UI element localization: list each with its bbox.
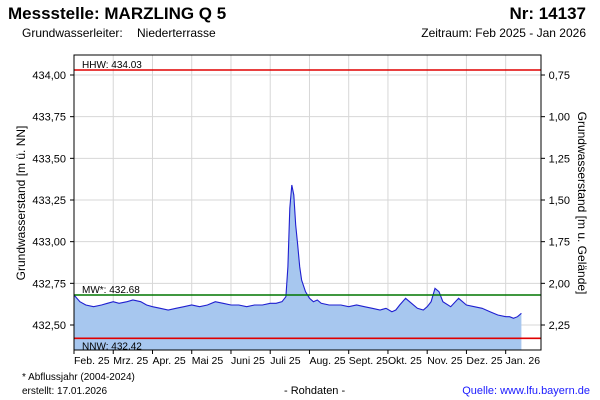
station-number: Nr: 14137 bbox=[509, 4, 586, 23]
x-axis: Feb. 25 Mrz. 25 Apr. 25 Mai 25 Juni 25 Juli 2… bbox=[73, 350, 541, 367]
x-tick-label: Juni 25 bbox=[231, 355, 265, 367]
y-right-tick-label: 2,25 bbox=[549, 320, 570, 332]
ref-label-hhw: HHW: 434.03 bbox=[82, 60, 142, 71]
source-link[interactable]: Quelle: www.lfu.bayern.de bbox=[462, 385, 590, 397]
y-right-tick-label: 1,50 bbox=[549, 195, 570, 207]
x-tick-label: Juli 25 bbox=[270, 355, 301, 367]
y-right-tick-label: 2,00 bbox=[549, 278, 570, 290]
y-axis-right: 0,75 1,00 1,25 1,50 1,75 2,00 2,25 bbox=[541, 70, 570, 332]
period-label: Zeitraum: Feb 2025 - Jan 2026 bbox=[421, 26, 586, 40]
footnote: * Abflussjahr (2004-2024) bbox=[22, 372, 135, 383]
station-title: Messstelle: MARZLING Q 5 bbox=[8, 4, 227, 23]
x-tick-label: Mai 25 bbox=[192, 355, 224, 367]
grid-lines bbox=[74, 55, 541, 350]
y-tick-label: 433,75 bbox=[32, 112, 66, 124]
x-tick-label: Okt. 25 bbox=[388, 355, 422, 367]
y-right-tick-label: 0,75 bbox=[549, 70, 570, 82]
plot-frame bbox=[73, 54, 542, 351]
ref-label-nnw: NNW: 432.42 bbox=[82, 341, 142, 352]
created-date: erstellt: 17.01.2026 bbox=[22, 386, 108, 397]
y-axis-right-label: Grundwasserstand [m u. Gelände] bbox=[575, 112, 589, 295]
y-tick-label: 432,75 bbox=[32, 278, 66, 290]
x-tick-label: Nov. 25 bbox=[427, 355, 463, 367]
x-tick-label: Jan. 26 bbox=[506, 355, 541, 367]
x-tick-label: Dez. 25 bbox=[466, 355, 502, 367]
aquifer-value: Niederterrasse bbox=[137, 26, 216, 40]
y-right-tick-label: 1,25 bbox=[549, 153, 570, 165]
y-tick-label: 432,50 bbox=[32, 320, 66, 332]
x-tick-label: Aug. 25 bbox=[309, 355, 345, 367]
y-right-tick-label: 1,75 bbox=[549, 237, 570, 249]
aquifer-label: Grundwasserleiter: bbox=[22, 26, 123, 40]
water-level-line bbox=[73, 184, 522, 319]
x-tick-label: Mrz. 25 bbox=[113, 355, 148, 367]
reference-lines: HHW: 434.03 MW*: 432.68 NNW: 432.42 bbox=[74, 60, 541, 352]
x-tick-label: Feb. 25 bbox=[74, 355, 110, 367]
y-axis-left-label: Grundwasserstand [m ü. NN] bbox=[14, 126, 28, 281]
y-tick-label: 434,00 bbox=[32, 70, 66, 82]
ref-label-mw: MW*: 432.68 bbox=[82, 285, 140, 296]
y-axis-left: 432,50 432,75 433,00 433,25 433,50 433,75 434,… bbox=[32, 70, 74, 332]
y-tick-label: 433,00 bbox=[32, 237, 66, 249]
x-tick-label: Sept. 25 bbox=[349, 355, 388, 367]
y-tick-label: 433,25 bbox=[32, 195, 66, 207]
y-right-tick-label: 1,00 bbox=[549, 112, 570, 124]
water-level-area bbox=[74, 185, 522, 350]
x-tick-label: Apr. 25 bbox=[152, 355, 185, 367]
y-tick-label: 433,50 bbox=[32, 153, 66, 165]
raw-data-note: - Rohdaten - bbox=[284, 385, 346, 397]
